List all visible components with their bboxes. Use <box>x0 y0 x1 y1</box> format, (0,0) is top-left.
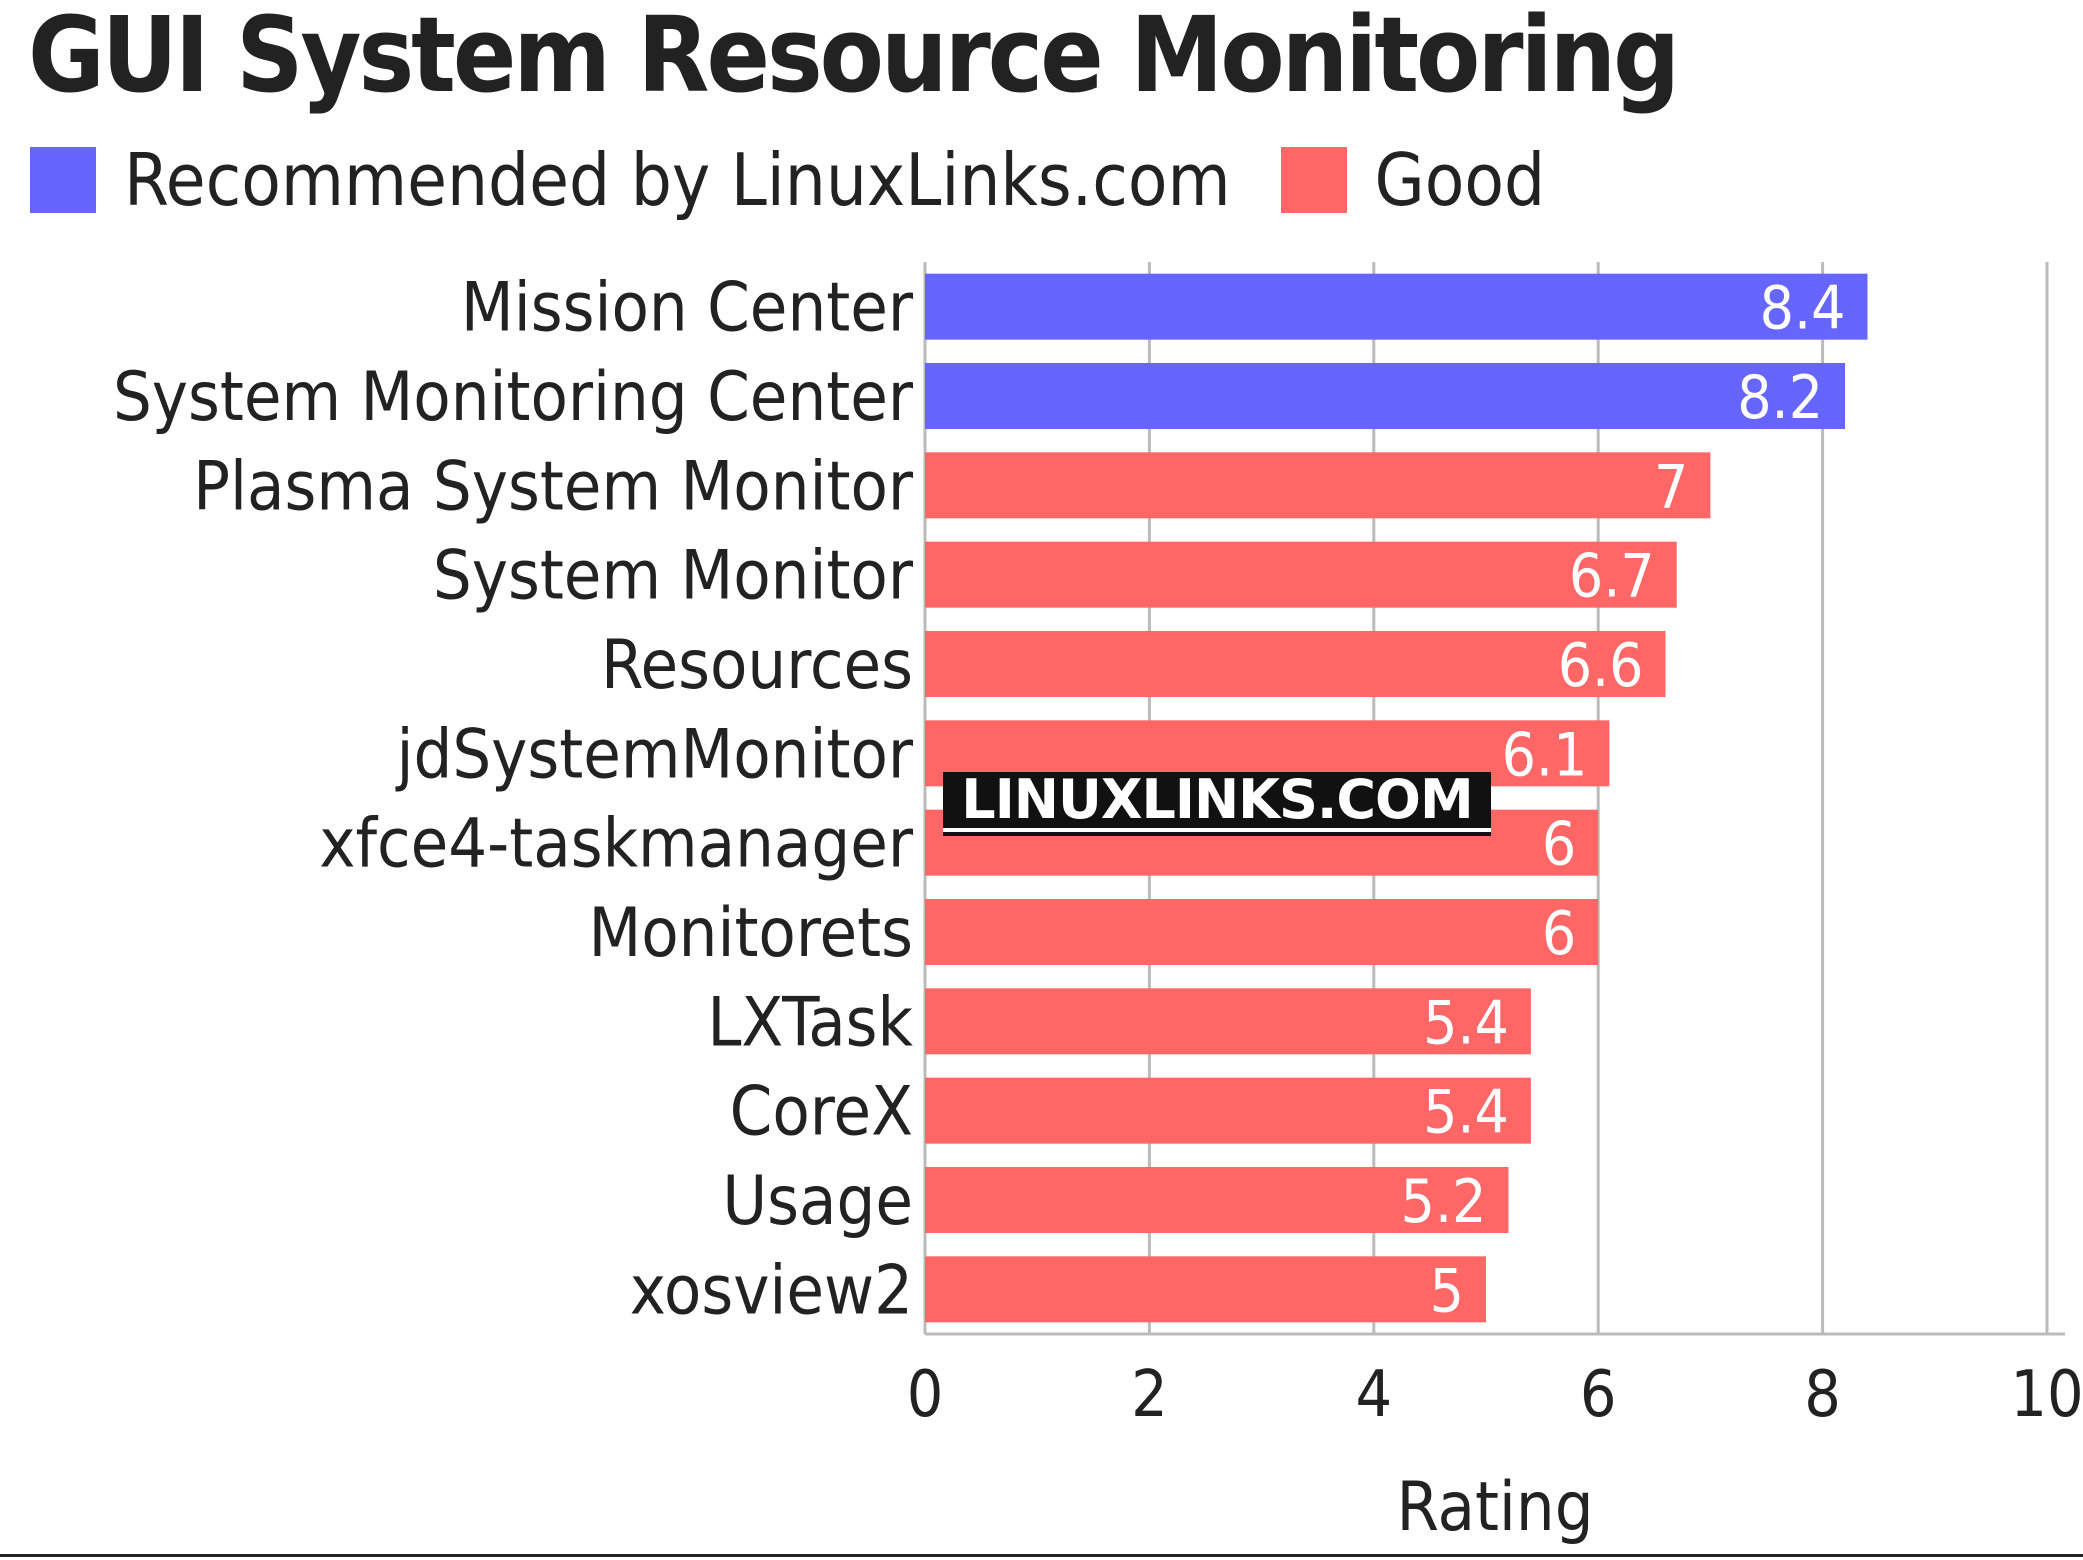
legend: Recommended by LinuxLinks.com Good <box>30 138 1595 222</box>
x-tick-label: 8 <box>1804 1358 1841 1432</box>
legend-item-good: Good <box>1280 138 1546 222</box>
bars: 8.4 8.2 7 6.7 6.6 6.1 6 6 5.4 5.4 5.2 5 <box>925 273 1868 1326</box>
legend-label-recommended: Recommended by LinuxLinks.com <box>124 138 1231 222</box>
bar <box>925 1167 1509 1233</box>
x-tick-label: 4 <box>1355 1358 1392 1432</box>
bar <box>925 899 1599 965</box>
legend-label-good: Good <box>1374 138 1546 222</box>
y-category-label: Plasma System Monitor <box>193 447 914 526</box>
bar-value-label: 5.4 <box>1423 1078 1509 1148</box>
bar-value-label: 6.1 <box>1502 720 1588 790</box>
axes: 0 2 4 6 8 10 Mission Center System Monitoring C… <box>113 269 2083 1547</box>
x-axis-label: Rating <box>1396 1468 1593 1547</box>
y-category-label: Usage <box>722 1162 913 1241</box>
y-category-label: Mission Center <box>461 269 914 348</box>
bar-value-label: 5.4 <box>1423 988 1509 1058</box>
bar-value-label: 6 <box>1542 899 1576 969</box>
bar-value-label: 8.4 <box>1760 274 1846 344</box>
bar-value-label: 6.7 <box>1569 542 1655 612</box>
bar <box>925 363 1846 429</box>
bar <box>925 273 1868 340</box>
x-tick-label: 0 <box>907 1358 944 1432</box>
bar-value-label: 7 <box>1654 452 1688 522</box>
y-category-label: Monitorets <box>588 894 913 973</box>
y-category-label: xosview2 <box>630 1251 913 1330</box>
bar-value-label: 6 <box>1542 810 1576 880</box>
y-category-label: Resources <box>601 626 913 705</box>
bar <box>925 1256 1486 1323</box>
legend-swatch-recommended <box>30 147 96 213</box>
y-category-label: LXTask <box>707 983 913 1062</box>
bar-value-label: 8.2 <box>1737 363 1823 433</box>
bar-value-label: 6.6 <box>1558 631 1644 701</box>
y-category-label: jdSystemMonitor <box>394 715 913 794</box>
legend-item-recommended: Recommended by LinuxLinks.com <box>30 138 1231 222</box>
y-category-label: xfce4-taskmanager <box>319 805 914 884</box>
bar <box>925 1077 1531 1144</box>
bottom-rule <box>0 1554 2083 1557</box>
bar <box>925 452 1711 519</box>
bar-value-label: 5 <box>1430 1256 1464 1326</box>
bar <box>925 988 1531 1055</box>
x-tick-label: 6 <box>1580 1358 1617 1432</box>
legend-swatch-good <box>1280 147 1347 213</box>
x-tick-label: 10 <box>2010 1358 2083 1432</box>
bar-value-label: 5.2 <box>1401 1167 1487 1237</box>
y-category-label: System Monitoring Center <box>113 358 914 437</box>
bar <box>925 631 1666 697</box>
chart-title: GUI System Resource Monitoring <box>28 0 1680 116</box>
x-tick-label: 2 <box>1131 1358 1168 1432</box>
y-category-label: CoreX <box>730 1073 913 1152</box>
bar <box>925 541 1677 608</box>
watermark: LINUXLINKS.COM <box>943 772 1491 832</box>
y-category-label: System Monitor <box>433 537 914 616</box>
